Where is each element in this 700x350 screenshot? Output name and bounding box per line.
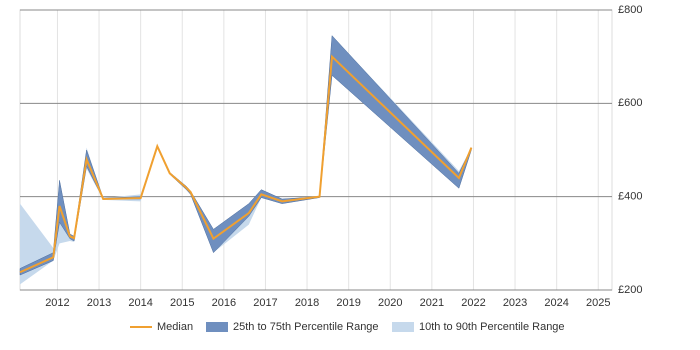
x-tick-label: 2020 (378, 297, 402, 309)
legend-label: 25th to 75th Percentile Range (233, 321, 379, 333)
x-tick-label: 2024 (544, 297, 568, 309)
x-tick-label: 2025 (586, 297, 610, 309)
x-tick-label: 2016 (212, 297, 236, 309)
x-tick-label: 2022 (461, 297, 485, 309)
legend-label: 10th to 90th Percentile Range (419, 321, 565, 333)
x-tick-label: 2012 (45, 297, 69, 309)
y-tick-label: £800 (618, 4, 642, 16)
y-tick-label: £600 (618, 97, 642, 109)
x-tick-label: 2015 (170, 297, 194, 309)
legend-swatch (392, 322, 414, 332)
x-tick-label: 2018 (295, 297, 319, 309)
x-tick-label: 2014 (128, 297, 152, 309)
y-tick-label: £200 (618, 284, 642, 296)
x-tick-label: 2021 (420, 297, 444, 309)
legend-swatch (206, 322, 228, 332)
legend-label: Median (157, 321, 193, 333)
plot-area (19, 9, 613, 291)
x-tick-label: 2023 (503, 297, 527, 309)
median-line (19, 54, 473, 274)
x-tick-label: 2013 (87, 297, 111, 309)
y-tick-label: £400 (618, 191, 642, 203)
x-tick-label: 2019 (336, 297, 360, 309)
x-tick-label: 2017 (253, 297, 277, 309)
